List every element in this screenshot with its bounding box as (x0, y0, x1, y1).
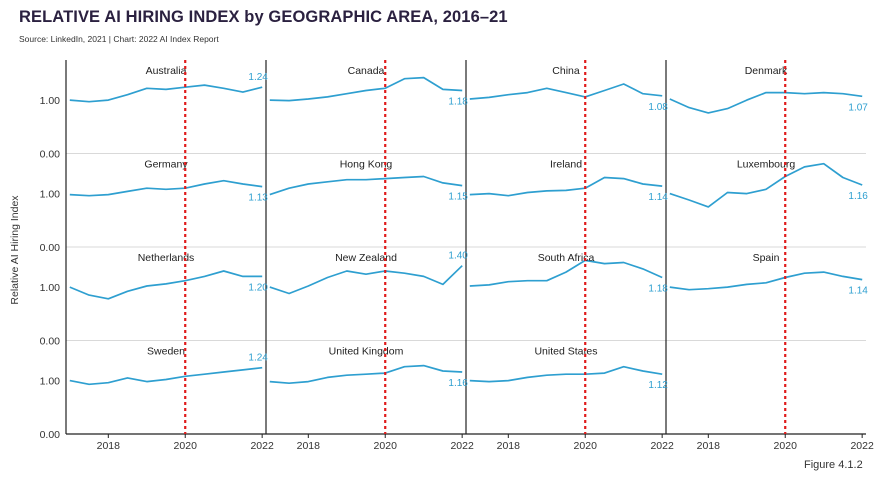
panel-title: Sweden (147, 346, 185, 358)
y-tick-label: 0.00 (40, 149, 61, 161)
x-tick-label: 2020 (574, 440, 598, 452)
panel-title: Denmark (745, 65, 788, 77)
data-label-final: 1.12 (648, 380, 668, 391)
data-label-final: 1.20 (248, 282, 268, 293)
chart-title: RELATIVE AI HIRING INDEX by GEOGRAPHIC A… (19, 8, 508, 26)
series-line-united-states (469, 365, 663, 383)
x-tick-label: 2018 (697, 440, 721, 452)
data-label-final: 1.15 (448, 192, 468, 203)
series-line-new-zealand (269, 265, 463, 295)
data-label-final: 1.18 (448, 96, 468, 107)
y-tick-label: 1.00 (40, 189, 61, 201)
panel-title: New Zealand (335, 252, 397, 264)
panel-title: Germany (144, 159, 188, 171)
data-label-final: 1.14 (648, 192, 668, 203)
panel-title: Hong Kong (340, 159, 393, 171)
y-tick-label: 0.00 (40, 429, 61, 441)
chart-source: Source: LinkedIn, 2021 | Chart: 2022 AI … (19, 34, 219, 44)
series-line-south-africa (469, 259, 663, 287)
panel-title: Australia (146, 65, 187, 77)
panel-title: Ireland (550, 159, 582, 171)
y-tick-label: 1.00 (40, 95, 61, 107)
x-tick-label: 2022 (250, 440, 274, 452)
data-label-final: 1.40 (448, 251, 468, 262)
x-tick-label: 2020 (774, 440, 798, 452)
y-tick-label: 0.00 (40, 242, 61, 254)
series-line-canada (269, 76, 463, 102)
figure-label: Figure 4.1.2 (804, 459, 863, 471)
series-line-united-kingdom (269, 364, 463, 385)
x-tick-label: 2022 (850, 440, 874, 452)
y-tick-label: 0.00 (40, 336, 61, 348)
y-tick-label: 1.00 (40, 282, 61, 294)
series-line-ireland (469, 176, 663, 197)
data-label-final: 1.24 (248, 353, 268, 364)
data-label-final: 1.24 (248, 72, 268, 83)
panel-title: South Africa (538, 252, 595, 264)
panel-title: Luxembourg (737, 159, 796, 171)
x-tick-label: 2020 (174, 440, 198, 452)
x-tick-label: 2018 (297, 440, 321, 452)
x-tick-label: 2022 (450, 440, 474, 452)
series-line-luxembourg (669, 162, 863, 208)
x-tick-label: 2022 (650, 440, 674, 452)
x-tick-label: 2018 (97, 440, 121, 452)
data-label-final: 1.16 (448, 378, 468, 389)
data-label-final: 1.13 (248, 193, 268, 204)
series-line-germany (69, 179, 263, 197)
data-label-final: 1.07 (848, 102, 868, 113)
x-tick-label: 2018 (497, 440, 521, 452)
data-label-final: 1.18 (648, 283, 668, 294)
panel-title: United States (534, 346, 597, 358)
series-line-hong-kong (269, 175, 463, 196)
data-label-final: 1.08 (648, 102, 668, 113)
x-tick-label: 2020 (374, 440, 398, 452)
series-line-china (469, 83, 663, 100)
series-line-sweden (69, 366, 263, 386)
series-line-denmark (669, 91, 863, 114)
y-tick-label: 1.00 (40, 376, 61, 388)
data-label-final: 1.16 (848, 191, 868, 202)
panel-title: United Kingdom (329, 346, 404, 358)
series-line-australia (69, 84, 263, 103)
panel-title: China (552, 65, 580, 77)
panel-title: Canada (348, 65, 385, 77)
series-line-spain (669, 271, 863, 291)
panel-title: Netherlands (138, 252, 195, 264)
data-label-final: 1.14 (848, 286, 868, 297)
panel-title: Spain (753, 252, 780, 264)
series-line-netherlands (69, 270, 263, 300)
